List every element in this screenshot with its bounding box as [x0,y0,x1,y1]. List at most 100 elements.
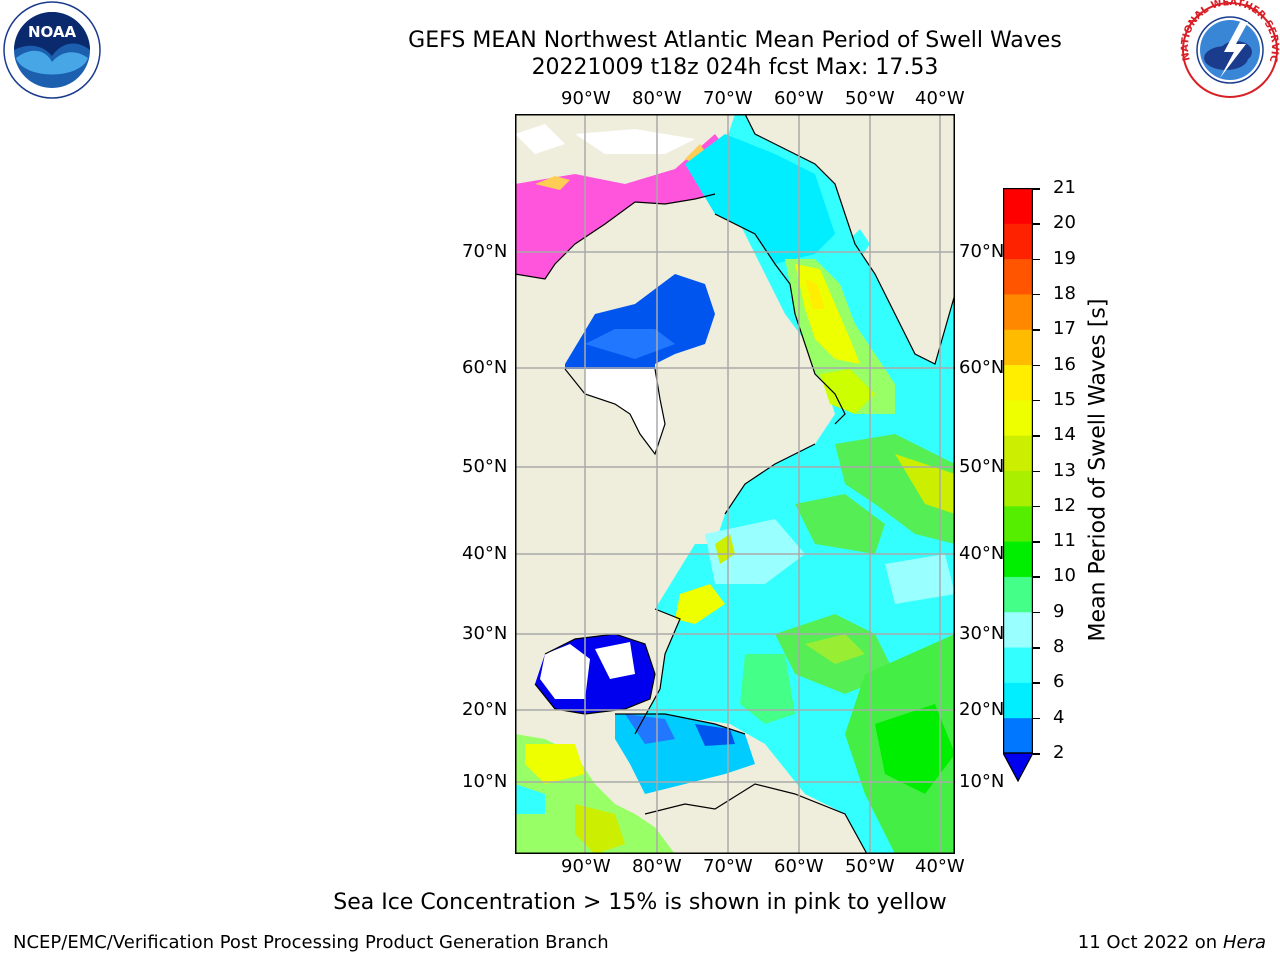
footer-date: 11 Oct 2022 on Hera [1078,932,1266,953]
lon-label-bottom-70w: 70°W [703,856,753,877]
lon-label-bottom-80w: 80°W [632,856,682,877]
colorbar-bin [1003,364,1033,401]
colorbar-title: Mean Period of Swell Waves [s] [1085,298,1111,642]
colorbar-tick-label: 8 [1053,636,1065,658]
colorbar-tick [1033,647,1040,649]
colorbar-bin [1003,470,1033,507]
lat-label-left-50n: 50°N [462,456,508,477]
colorbar-tick-label: 4 [1053,706,1065,728]
colorbar-tick-label: 14 [1053,424,1076,446]
colorbar-bin [1003,505,1033,542]
colorbar-bin [1003,293,1033,330]
lat-label-left-30n: 30°N [462,623,508,644]
colorbar-tick [1033,435,1040,437]
lon-label-top-50w: 50°W [845,88,895,109]
footer-date-text: 11 Oct 2022 on [1077,932,1218,953]
gulf-no-data [540,644,590,699]
lat-label-right-50n: 50°N [959,456,1005,477]
colorbar-tick-label: 20 [1053,212,1076,234]
sea-ice-band [515,134,730,279]
colorbar-tick [1033,576,1040,578]
colorbar-tick [1033,329,1040,331]
colorbar-tick [1033,293,1040,296]
colorbar-tick-label: 15 [1053,388,1076,410]
national-weather-service-logo: NATIONAL WEATHER SERVICE [1180,0,1280,98]
lon-label-bottom-40w: 40°W [915,856,965,877]
lat-label-left-20n: 20°N [462,699,508,720]
hudson-bay-no-data [585,369,665,454]
colorbar-tick-label: 13 [1053,459,1076,481]
sea-ice-note: Sea Ice Concentration > 15% is shown in … [333,890,947,915]
colorbar-bin [1003,717,1033,754]
colorbar-tick-label: 11 [1053,530,1076,552]
colorbar-bin [1003,188,1033,224]
chart-subtitle: 20221009 t18z 024h fcst Max: 17.53 [531,55,939,80]
map-frame [515,114,955,854]
colorbar-bin [1003,541,1033,577]
colorbar-tick-label: 17 [1053,318,1076,340]
noaa-logo: NOAA [3,1,101,99]
colorbar-tick [1033,258,1040,261]
lon-label-top-40w: 40°W [915,88,965,109]
coastlines [515,114,955,854]
colorbar-tick [1033,364,1040,367]
colorbar-tick-label: 9 [1053,600,1065,622]
lat-label-left-10n: 10°N [462,771,508,792]
colorbar-extend-triangle [1003,752,1033,782]
lat-label-left-70n: 70°N [462,241,508,262]
map-panel [515,114,955,854]
lat-label-right-40n: 40°N [959,543,1005,564]
colorbar-bin [1003,435,1033,471]
colorbar-tick-label: 10 [1053,565,1076,587]
lat-label-left-40n: 40°N [462,543,508,564]
colorbar-tick [1033,611,1040,614]
colorbar-tick [1033,505,1040,508]
lon-label-bottom-60w: 60°W [774,856,824,877]
south-america-land [645,784,867,854]
colorbar [1003,188,1033,782]
gridlines [515,114,955,854]
lat-label-right-70n: 70°N [959,241,1005,262]
lon-label-top-70w: 70°W [703,88,753,109]
map-canvas [515,114,955,854]
colorbar-tick [1033,682,1040,684]
colorbar-tick-label: 21 [1053,177,1076,198]
colorbar-bin [1003,399,1033,436]
colorbar-tick-label: 16 [1053,353,1076,375]
colorbar-bin [1003,576,1033,613]
lon-label-top-80w: 80°W [632,88,682,109]
footer-credit: NCEP/EMC/Verification Post Processing Pr… [13,932,609,953]
lat-label-left-60n: 60°N [462,357,508,378]
colorbar-bin [1003,258,1033,295]
colorbar-tick-label: 2 [1053,742,1065,763]
footer-host: Hera [1222,932,1266,953]
colorbar-bin [1003,611,1033,648]
greenland [745,114,955,364]
colorbar-tick [1033,188,1040,190]
lat-label-right-10n: 10°N [959,771,1005,792]
colorbar-tick [1033,541,1040,543]
colorbar-tick [1033,717,1040,720]
noaa-logo-text: NOAA [28,23,77,41]
colorbar-tick [1033,470,1040,472]
colorbar-bin [1003,647,1033,683]
lat-label-right-30n: 30°N [959,623,1005,644]
colorbar-frame [1003,188,1033,754]
colorbar-tick [1033,753,1040,755]
colorbar-bin [1003,329,1033,366]
colorbar-tick-label: 12 [1053,494,1076,516]
lon-label-top-60w: 60°W [774,88,824,109]
lat-label-right-60n: 60°N [959,357,1005,378]
lon-label-bottom-50w: 50°W [845,856,895,877]
colorbar-tick-label: 19 [1053,247,1076,269]
colorbar-bin [1003,223,1033,260]
lat-label-right-20n: 20°N [959,699,1005,720]
chart-title: GEFS MEAN Northwest Atlantic Mean Period… [408,28,1062,53]
colorbar-tick-label: 18 [1053,282,1076,304]
colorbar-bin [1003,682,1033,719]
lon-label-bottom-90w: 90°W [561,856,611,877]
colorbar-tick [1033,223,1040,225]
colorbar-tick-label: 6 [1053,671,1065,693]
colorbar-tick [1033,399,1040,402]
lon-label-top-90w: 90°W [561,88,611,109]
